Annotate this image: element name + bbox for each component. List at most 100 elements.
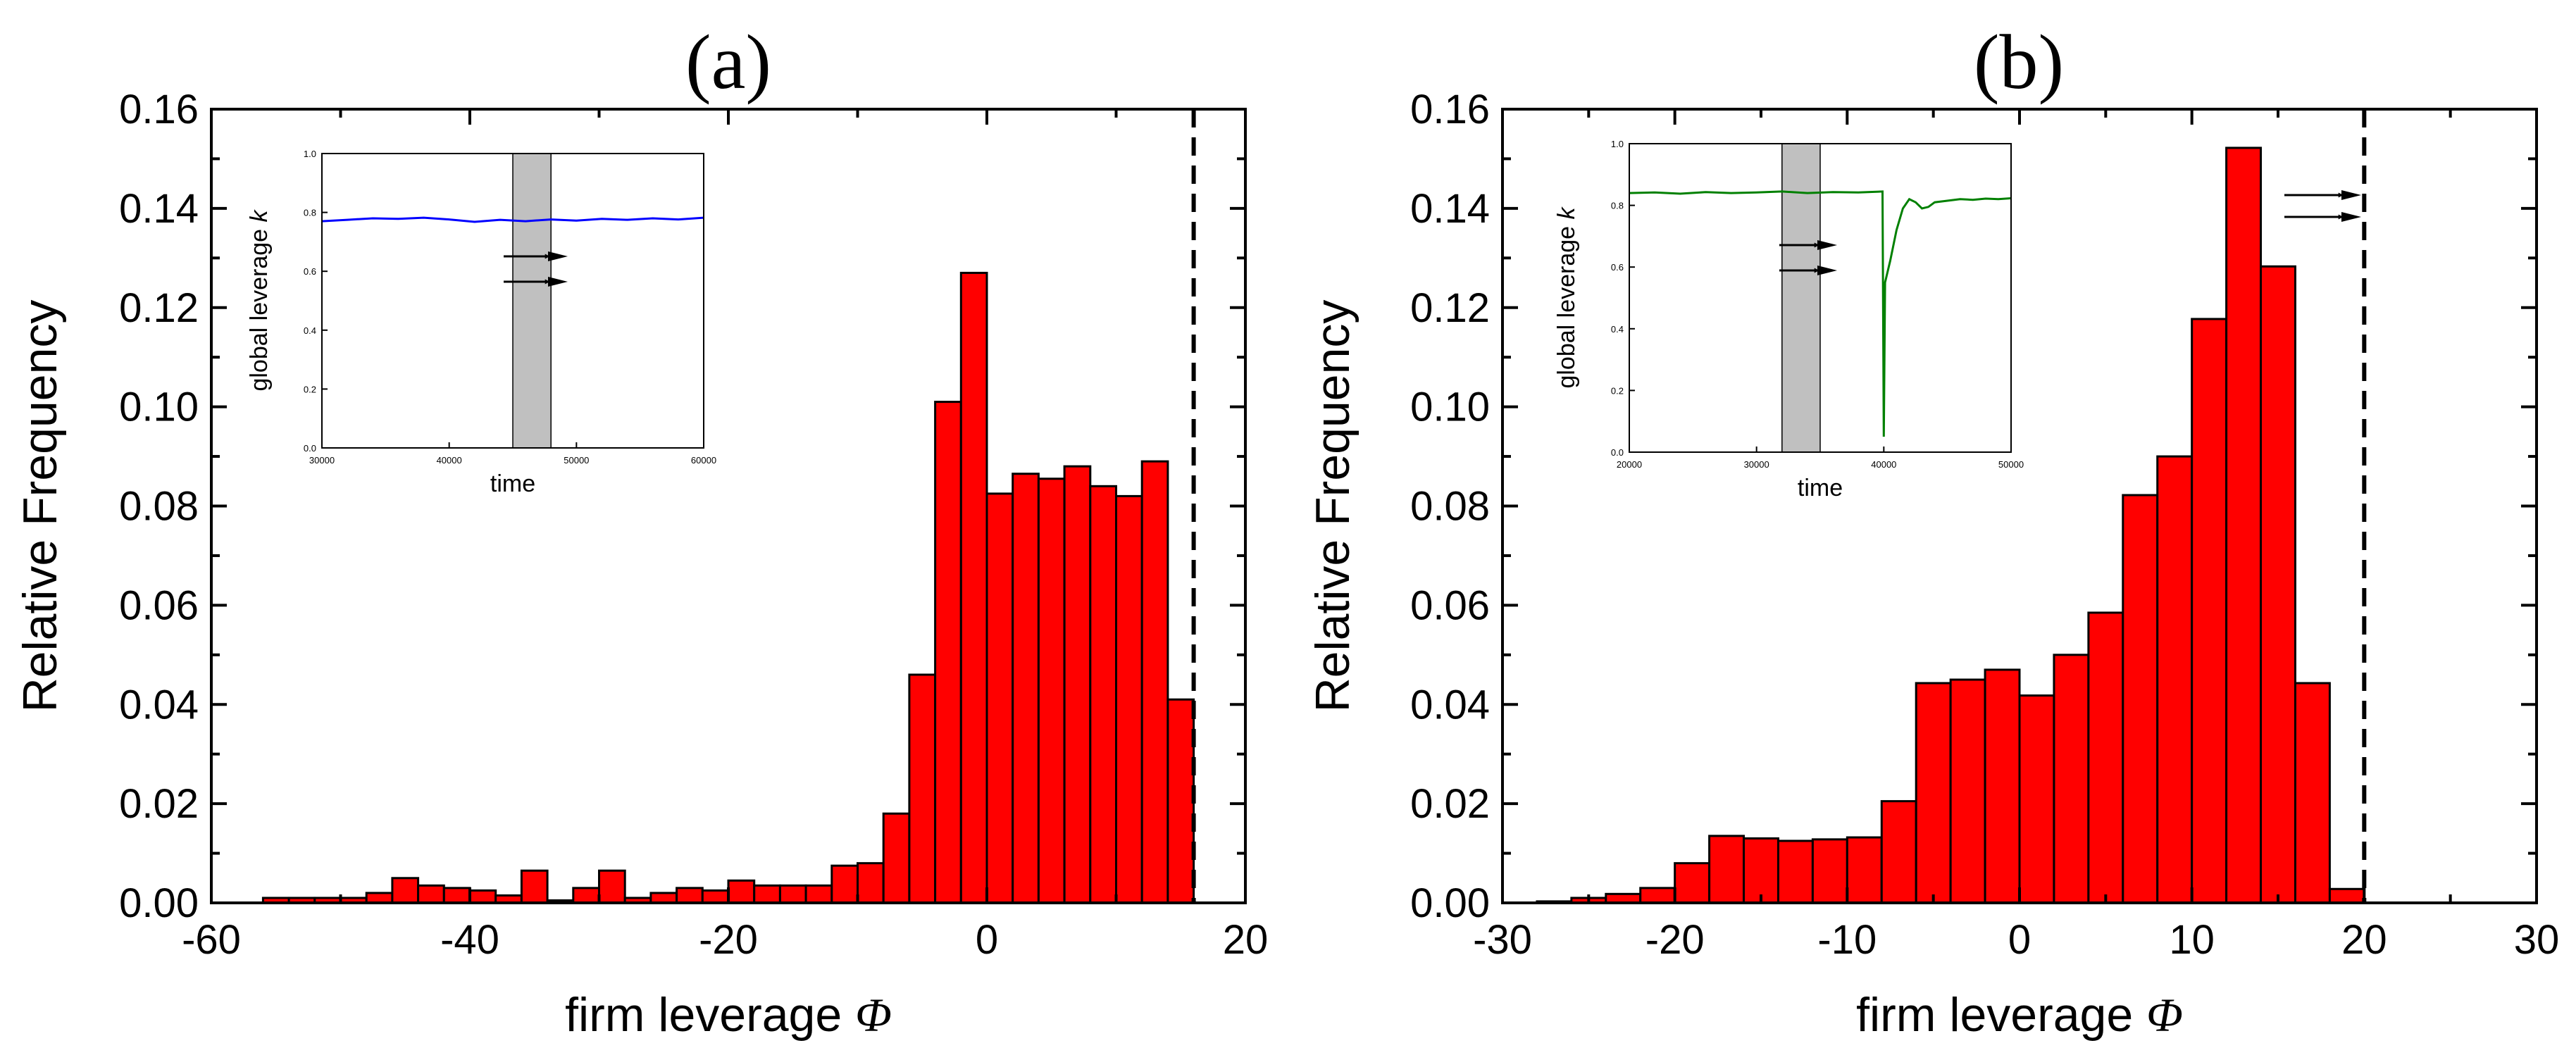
y-axis-title: Relative Frequency: [13, 300, 67, 713]
histogram-bar: [1708, 835, 1746, 904]
histogram-bar: [934, 401, 962, 904]
phi-symbol: Φ: [855, 988, 892, 1042]
histogram-bar: [701, 889, 730, 904]
histogram-bar: [1743, 837, 1779, 904]
inset-y-tick-label: 1.0: [304, 149, 316, 159]
inset-y-tick-label: 0.4: [1611, 324, 1624, 335]
histogram-bar: [2087, 611, 2124, 904]
inset-y-tick-label: 0.8: [304, 208, 316, 218]
panel-label: (b): [1974, 19, 2064, 105]
histogram-bar: [727, 879, 756, 904]
x-tick-label: -40: [440, 917, 499, 963]
inset-y-tick-label: 0.0: [304, 443, 316, 454]
arrow-icon-head: [1817, 240, 1837, 250]
inset-y-tick-label: 0.6: [304, 266, 316, 277]
histogram-bar: [804, 884, 833, 904]
histogram-bar: [2191, 318, 2228, 904]
x-tick-label: -20: [699, 917, 758, 963]
chart-panel-b: (b) -30 -20 -10 0 10 20 30 0.00 0.02 0.04 0.06 0.08 0…: [1306, 19, 2559, 1042]
inset-x-tick-label: 60000: [691, 455, 716, 466]
histogram-bar: [649, 892, 678, 904]
histogram-bar: [1063, 465, 1092, 904]
inset-y-tick-label: 0.2: [1611, 385, 1624, 396]
histogram-bar: [959, 271, 988, 904]
x-axis-title-text: firm leverage: [565, 988, 855, 1042]
inset-y-tick-label: 0.8: [1611, 201, 1624, 211]
y-tick-label: 0.00: [1410, 880, 1490, 926]
y-tick-label: 0.06: [1410, 582, 1490, 628]
histogram-bar: [857, 862, 885, 904]
histogram-bar: [1811, 838, 1848, 904]
inset-x-axis-title: time: [490, 470, 535, 497]
histogram-bar: [1846, 836, 1883, 904]
inset-y-tick-label: 0.6: [1611, 262, 1624, 273]
histogram-bar: [2018, 694, 2055, 904]
inset-x-tick-label: 50000: [564, 455, 589, 466]
y-tick-label: 0.12: [119, 285, 199, 331]
inset-y-axis-title: global leverage k: [1553, 206, 1580, 388]
histogram-bar: [1880, 800, 1917, 904]
inset-y-axis-title-text: global leverage: [1553, 219, 1580, 388]
histogram-bar: [1166, 698, 1195, 904]
y-tick-label: 0.00: [119, 880, 199, 926]
y-tick-label: 0.10: [119, 385, 199, 430]
k-symbol: k: [1553, 206, 1580, 219]
histogram-bar: [2328, 887, 2365, 904]
x-tick-label: -60: [182, 917, 241, 963]
x-axis-title: firm leverage Φ: [1856, 988, 2183, 1042]
y-tick-label: 0.14: [1410, 186, 1490, 232]
inset-y-tick-label: 0.4: [304, 325, 316, 336]
histogram-bar: [2053, 654, 2090, 904]
inset-y-axis-title-text: global leverage: [246, 222, 273, 391]
x-tick-label: 20: [2341, 917, 2387, 963]
y-tick-label: 0.16: [119, 87, 199, 132]
y-tick-label: 0.08: [1410, 484, 1490, 530]
arrow-icon-head: [548, 251, 568, 261]
histogram-bar: [1949, 678, 1986, 904]
histogram-bar: [830, 864, 859, 904]
x-tick-label: -10: [1817, 917, 1877, 963]
global-leverage-line: [1629, 190, 2012, 437]
x-axis-title: firm leverage Φ: [565, 988, 892, 1042]
panel-label: (a): [685, 19, 771, 105]
histogram-bar: [1140, 460, 1169, 904]
inset-y-axis-title: global leverage k: [246, 208, 273, 391]
inset-x-tick-label: 30000: [1744, 459, 1769, 470]
arrow-icon-head: [1817, 266, 1837, 275]
histogram-bar: [778, 884, 807, 904]
inset-x-tick-label: 20000: [1617, 459, 1642, 470]
inset-x-tick-label: 30000: [309, 455, 335, 466]
inset-x-tick-label: 40000: [437, 455, 462, 466]
histogram-bar: [417, 884, 445, 904]
y-tick-label: 0.16: [1410, 87, 1490, 132]
chart-panel-a: (a) -60 -40 -20 0 20 0.00 0.02 0.04 0.06 0.08 0.10 0…: [13, 19, 1268, 1042]
histogram-bar: [1984, 668, 2021, 904]
histogram-bar: [442, 887, 471, 904]
y-tick-label: 0.14: [119, 186, 199, 232]
histogram-bar: [391, 877, 420, 904]
x-tick-label: 20: [1223, 917, 1269, 963]
histogram-bar: [598, 869, 626, 904]
arrow-icon-head: [2341, 190, 2361, 200]
inset-y-tick-label: 0.0: [1611, 447, 1624, 458]
histogram-bar: [753, 884, 781, 904]
shaded-time-window: [1781, 143, 1821, 453]
y-tick-label: 0.04: [119, 682, 199, 728]
global-leverage-line: [321, 216, 704, 223]
x-axis-title-text: firm leverage: [1856, 988, 2146, 1042]
x-tick-label: -20: [1645, 917, 1705, 963]
x-tick-label: 0: [976, 917, 998, 963]
inset-y-tick-label: 0.2: [304, 384, 316, 394]
histogram-bar: [1115, 494, 1143, 904]
x-tick-label: 30: [2514, 917, 2560, 963]
histogram-bar: [2294, 682, 2331, 904]
histogram-bar: [985, 492, 1014, 904]
inset-chart: 20000 30000 40000 50000 0.0 0.2 0.4 0.6 0.8 1.0 ti…: [1553, 139, 2024, 501]
x-tick-label: 0: [2008, 917, 2031, 963]
inset-y-tick-label: 1.0: [1611, 139, 1624, 149]
y-tick-label: 0.02: [1410, 781, 1490, 827]
inset-frame: [1629, 143, 2012, 453]
inset-x-tick-label: 50000: [1998, 459, 2024, 470]
y-tick-label: 0.10: [1410, 385, 1490, 430]
